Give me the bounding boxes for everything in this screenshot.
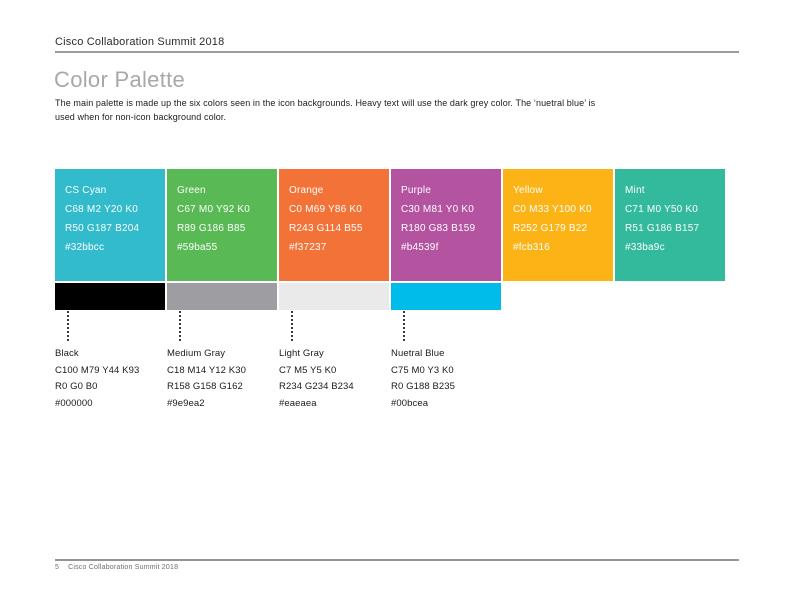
swatch-hex: #fcb316 [513,242,550,253]
swatch-cmyk: C0 M69 Y86 K0 [289,204,363,215]
swatch-hex: #32bbcc [65,242,105,253]
dotted-connector [291,311,293,341]
swatch-hex: #59ba55 [177,242,218,253]
swatch-cmyk: C67 M0 Y92 K0 [177,204,251,215]
color-swatch-mint: Mint C71 M0 Y50 K0 R51 G186 B157 #33ba9c [615,169,725,281]
secondary-name: Nuetral Blue [391,348,445,359]
secondary-swatch-light-gray [279,283,389,310]
swatch-name: CS Cyan [65,185,107,196]
palette-description: The main palette is made up the six colo… [55,98,596,122]
color-swatch-green: Green C67 M0 Y92 K0 R89 G186 B85 #59ba55 [167,169,277,281]
secondary-name: Medium Gray [167,348,226,359]
page-title: Color Palette [54,67,186,92]
dotted-connector [179,311,181,341]
dotted-connector [67,311,69,341]
swatch-name: Purple [401,185,432,196]
secondary-swatch-nuetral-blue [391,283,501,310]
color-swatch-yellow: Yellow C0 M33 Y100 K0 R252 G179 B22 #fcb… [503,169,613,281]
palette-column-orange: Orange C0 M69 Y86 K0 R243 G114 B55 #f372… [279,169,389,412]
swatch-rgb: R243 G114 B55 [289,223,363,234]
footer-divider [55,559,739,561]
swatch-hex: #33ba9c [625,242,665,253]
secondary-label-medium-gray: Medium Gray C18 M14 Y12 K30 R158 G158 G1… [167,346,277,412]
secondary-hex: #9e9ea2 [167,397,205,409]
secondary-name: Black [55,348,79,359]
swatch-hex: #b4539f [401,242,439,253]
swatch-cmyk: C30 M81 Y0 K0 [401,204,475,215]
swatch-name: Mint [625,185,645,196]
swatch-name: Yellow [513,185,543,196]
swatch-rgb: R51 G186 B157 [625,223,700,234]
secondary-hex: #000000 [55,397,93,409]
palette-column-mint: Mint C71 M0 Y50 K0 R51 G186 B157 #33ba9c [615,169,725,412]
secondary-cmyk: C100 M79 Y44 K93 [55,364,140,376]
palette-grid: CS Cyan C68 M2 Y20 K0 R50 G187 B204 #32b… [55,169,725,412]
secondary-label-light-gray: Light Gray C7 M5 Y5 K0 R234 G234 B234 #e… [279,346,389,412]
color-swatch-purple: Purple C30 M81 Y0 K0 R180 G83 B159 #b453… [391,169,501,281]
secondary-hex: #eaeaea [279,397,317,409]
secondary-cmyk: C7 M5 Y5 K0 [279,364,337,376]
swatch-name: Green [177,185,206,196]
swatch-rgb: R252 G179 B22 [513,223,588,234]
secondary-label-nuetral-blue: Nuetral Blue C75 M0 Y3 K0 R0 G188 B235 #… [391,346,501,412]
secondary-swatch-medium-gray [167,283,277,310]
page-number: 5 [55,564,60,571]
palette-column-purple: Purple C30 M81 Y0 K0 R180 G83 B159 #b453… [391,169,501,412]
dotted-connector [403,311,405,341]
secondary-rgb: R0 G0 B0 [55,381,98,392]
swatch-hex: #f37237 [289,242,327,253]
swatch-name: Orange [289,185,324,196]
secondary-rgb: R234 G234 B234 [279,381,354,392]
swatch-cmyk: C0 M33 Y100 K0 [513,204,592,215]
swatch-cmyk: C68 M2 Y20 K0 [65,204,139,215]
footer-title: Cisco Collaboration Summit 2018 [68,564,179,571]
header-divider [55,51,739,53]
secondary-name: Light Gray [279,348,324,359]
secondary-cmyk: C75 M0 Y3 K0 [391,364,454,376]
swatch-rgb: R50 G187 B204 [65,223,140,234]
palette-column-cs-cyan: CS Cyan C68 M2 Y20 K0 R50 G187 B204 #32b… [55,169,165,412]
secondary-hex: #00bcea [391,397,429,409]
secondary-rgb: R158 G158 G162 [167,381,243,392]
palette-column-yellow: Yellow C0 M33 Y100 K0 R252 G179 B22 #fcb… [503,169,613,412]
document-header-title: Cisco Collaboration Summit 2018 [55,36,225,48]
swatch-rgb: R180 G83 B159 [401,223,476,234]
secondary-swatch-black [55,283,165,310]
secondary-cmyk: C18 M14 Y12 K30 [167,364,246,376]
color-swatch-cs-cyan: CS Cyan C68 M2 Y20 K0 R50 G187 B204 #32b… [55,169,165,281]
swatch-rgb: R89 G186 B85 [177,223,246,234]
swatch-cmyk: C71 M0 Y50 K0 [625,204,699,215]
color-swatch-orange: Orange C0 M69 Y86 K0 R243 G114 B55 #f372… [279,169,389,281]
palette-column-green: Green C67 M0 Y92 K0 R89 G186 B85 #59ba55… [167,169,277,412]
secondary-label-black: Black C100 M79 Y44 K93 R0 G0 B0 #000000 [55,346,165,412]
footer: 5 Cisco Collaboration Summit 2018 [55,564,178,571]
secondary-rgb: R0 G188 B235 [391,381,456,392]
